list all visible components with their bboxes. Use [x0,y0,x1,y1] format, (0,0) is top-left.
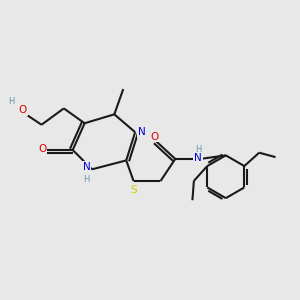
Text: O: O [150,132,159,142]
Text: N: N [194,153,202,163]
Text: N: N [83,162,91,172]
Text: O: O [38,143,46,154]
Text: H: H [83,175,90,184]
Text: S: S [130,184,137,194]
Text: H: H [8,97,14,106]
Text: H: H [195,145,201,154]
Text: O: O [19,105,27,115]
Text: N: N [138,127,146,137]
